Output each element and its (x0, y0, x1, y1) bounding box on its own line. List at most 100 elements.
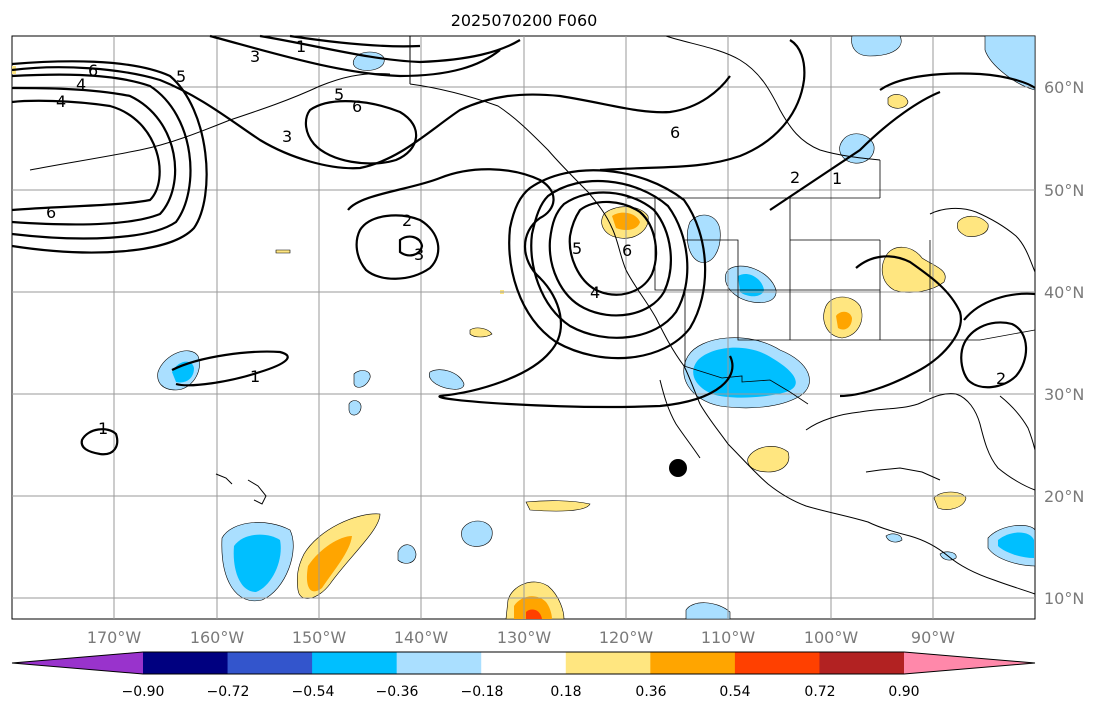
contour-label-6-a: 6 (88, 61, 98, 80)
contour-1-southwest (80, 428, 119, 456)
contour-4-west (11, 73, 192, 240)
lon-label-100w: 100°W (804, 628, 859, 647)
colorbar-tick-label: −0.36 (376, 684, 419, 700)
contour-label-3-b: 3 (282, 127, 292, 146)
lon-label-160w: 160°W (190, 628, 245, 647)
colorbar-segment (819, 652, 905, 674)
lat-label-30n: 30°N (1044, 385, 1084, 404)
anomaly-cyan-f (738, 273, 764, 297)
colorbar-tick-label: 0.72 (804, 684, 835, 700)
colorbar-tick-label: 0.18 (550, 684, 581, 700)
lon-label-150w: 150°W (292, 628, 347, 647)
contour-2-east-b (960, 321, 1028, 389)
anomaly-blue-k (428, 369, 465, 390)
great-lakes (929, 207, 1036, 273)
contour-label-1-a: 1 (296, 37, 306, 56)
lon-label-120w: 120°W (599, 628, 654, 647)
contour-6-gyre (304, 100, 418, 165)
colorbar-extension-low (12, 652, 143, 674)
coastlines (29, 35, 1036, 595)
contour-3-east (879, 72, 1036, 91)
longitude-labels: 170°W 160°W 150°W 140°W 130°W 120°W 110°… (87, 628, 955, 647)
colorbar-segment (312, 652, 398, 674)
anomaly-blue-e (687, 214, 721, 263)
colorbar-segment (227, 652, 313, 674)
location-marker (669, 459, 687, 477)
colorbar-segment (650, 652, 736, 674)
contour-4-north (209, 34, 501, 78)
contour-label-6-d: 6 (670, 123, 680, 142)
contour-6-ridge (568, 200, 658, 296)
colorbar-extension-high (904, 652, 1035, 674)
map-panel: 1 3 6 4 4 5 5 6 3 6 2 3 6 2 1 5 6 4 1 1 … (11, 34, 1036, 620)
contour-5-west (11, 86, 177, 226)
us-state-borders (654, 198, 1036, 392)
anomaly-cyan-l (233, 534, 281, 592)
contour-6-north (11, 66, 731, 170)
contour-label-4-a: 4 (76, 75, 86, 94)
anomaly-orange-l (306, 536, 352, 592)
contour-6-west (11, 99, 161, 212)
anomaly-blue-j (348, 400, 362, 416)
canada-coast (665, 35, 881, 161)
contour-label-4-c: 4 (590, 283, 600, 302)
lat-label-50n: 50°N (1044, 181, 1084, 200)
contour-label-1-c: 1 (250, 367, 260, 386)
lon-label-110w: 110°W (701, 628, 756, 647)
contour-1-trough (839, 255, 962, 398)
hawaiian-islands (215, 473, 267, 505)
lon-label-90w: 90°W (911, 628, 955, 647)
contour-4-ridge (530, 179, 689, 339)
colorbar-tick-labels: −0.90 −0.72 −0.54 −0.36 −0.18 0.18 0.36 … (122, 684, 920, 700)
contour-1-north (289, 34, 421, 48)
colorbar: −0.90 −0.72 −0.54 −0.36 −0.18 0.18 0.36 … (11, 651, 1036, 700)
anomaly-red-m (526, 609, 542, 619)
florida (999, 395, 1036, 451)
anomaly-blue-b (851, 35, 902, 57)
contour-2-ridge-north (599, 39, 806, 172)
contour-label-6-b: 6 (352, 97, 362, 116)
anomaly-orange-f (836, 311, 852, 330)
contour-label-6-e: 6 (622, 241, 632, 260)
anomaly-cyan-g (693, 347, 796, 398)
us-mexico-border (683, 365, 809, 405)
contour-1-hawaii (171, 350, 289, 387)
anomaly-blue-r (885, 533, 903, 543)
political-borders (627, 160, 1036, 405)
contour-label-5-a: 5 (176, 67, 186, 86)
lat-label-20n: 20°N (1044, 487, 1084, 506)
lon-label-130w: 130°W (497, 628, 552, 647)
lat-label-40n: 40°N (1044, 283, 1084, 302)
contour-2-low (355, 214, 440, 280)
contour-label-5-c: 5 (572, 239, 582, 258)
anomaly-blue-o (685, 602, 731, 620)
anomaly-yellow-d (956, 215, 989, 237)
anomaly-yellow-b (887, 94, 909, 109)
colorbar-segment (396, 652, 482, 674)
colorbar-outline (11, 651, 1036, 675)
contour-labels: 1 3 6 4 4 5 5 6 3 6 2 3 6 2 1 5 6 4 1 1 … (46, 37, 1006, 438)
colorbar-segments (11, 651, 1036, 675)
colorbar-segment (565, 652, 651, 674)
anomaly-blue-m (397, 544, 417, 564)
caribbean-islands (865, 467, 941, 481)
anomaly-cyan-p (998, 532, 1034, 558)
contour-label-3-c: 3 (414, 245, 424, 264)
contour-label-2-b: 2 (790, 168, 800, 187)
contour-label-4-b: 4 (56, 92, 66, 111)
contour-3-north (259, 34, 521, 64)
contour-5-ridge (548, 191, 672, 317)
colorbar-tick-label: −0.72 (207, 684, 250, 700)
anomaly-blue-c (984, 35, 1036, 91)
gulf-of-mexico-coast (805, 393, 1036, 491)
colorbar-segment (143, 652, 229, 674)
graticule (12, 36, 1035, 619)
lat-label-10n: 10°N (1044, 589, 1084, 608)
contour-1-pacific (347, 168, 734, 409)
colorbar-tick-label: −0.90 (122, 684, 165, 700)
anomaly-yellow-h (469, 327, 493, 338)
contour-label-1-b: 1 (832, 169, 842, 188)
contour-label-3-a: 3 (250, 47, 260, 66)
colorbar-tick-label: −0.18 (461, 684, 504, 700)
